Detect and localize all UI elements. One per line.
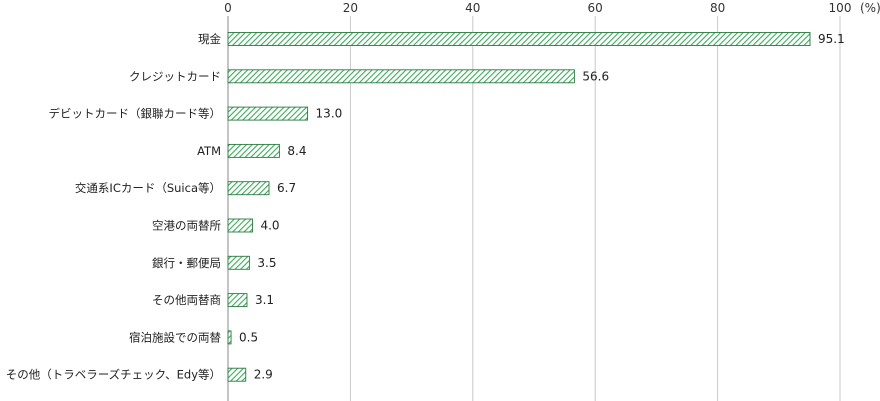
- bar: [227, 255, 250, 270]
- bar: [227, 181, 270, 196]
- bar: [227, 367, 247, 382]
- value-label: 13.0: [316, 107, 343, 121]
- category-label: 銀行・郵便局: [152, 256, 221, 270]
- value-label: 4.0: [260, 219, 279, 233]
- value-label: 56.6: [582, 69, 609, 83]
- category-label: 空港の両替所: [152, 219, 221, 233]
- x-tick-label: 80: [710, 1, 725, 15]
- category-label: その他（トラベラーズチェック、Edy等）: [6, 368, 221, 382]
- category-label: ATM: [197, 144, 221, 158]
- value-label: 95.1: [818, 32, 845, 46]
- bar: [227, 218, 253, 233]
- value-label: 8.4: [287, 144, 306, 158]
- x-tick-label: 0: [224, 1, 232, 15]
- bar: [227, 106, 309, 121]
- x-axis-ticks: 0 20 40 60 80 100: [224, 1, 851, 15]
- category-label: 宿泊施設での両替: [129, 330, 221, 344]
- unit-label: (%): [860, 1, 880, 15]
- x-tick-label: 40: [465, 1, 480, 15]
- value-label: 3.5: [257, 256, 276, 270]
- category-label: 現金: [198, 32, 221, 46]
- category-label: デビットカード（銀聯カード等）: [49, 107, 222, 121]
- bar: [227, 32, 811, 46]
- bars: 現金 95.1 クレジットカード 56.6 デビットカード（銀聯カード等） 13.0 ATM…: [6, 32, 845, 382]
- value-label: 3.1: [255, 293, 274, 307]
- bar: [227, 69, 575, 84]
- value-label: 6.7: [277, 181, 296, 195]
- bar: [227, 330, 232, 345]
- value-label: 0.5: [239, 330, 258, 344]
- value-label: 2.9: [254, 368, 273, 382]
- category-label: クレジットカード: [129, 69, 221, 83]
- category-label: その他両替商: [152, 293, 221, 307]
- x-tick-label: 20: [343, 1, 358, 15]
- category-label: 交通系ICカード（Suica等）: [75, 181, 221, 195]
- x-tick-label: 100: [829, 1, 852, 15]
- bar: [227, 293, 248, 308]
- x-tick-label: 60: [588, 1, 603, 15]
- bar: [227, 143, 280, 158]
